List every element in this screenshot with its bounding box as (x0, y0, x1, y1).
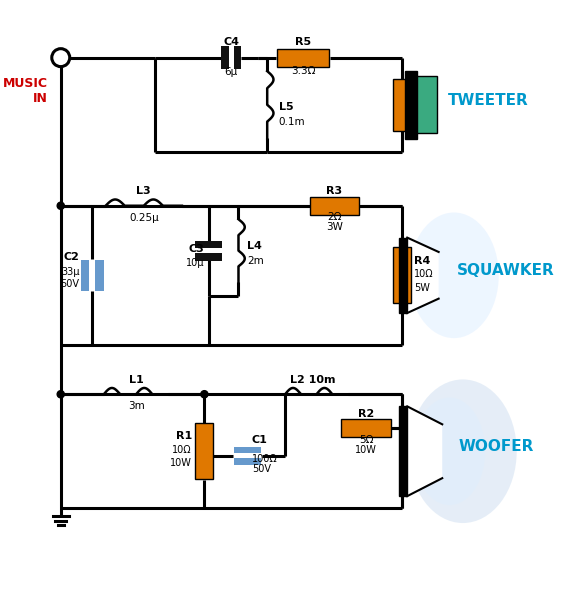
Bar (80, 260, 89, 290)
Text: C4: C4 (223, 37, 239, 47)
Text: C1: C1 (252, 434, 268, 445)
Circle shape (57, 391, 64, 398)
Text: L2 10m: L2 10m (289, 375, 335, 385)
Text: C3: C3 (189, 244, 205, 254)
Text: 10Ω: 10Ω (172, 445, 192, 455)
Text: L4: L4 (247, 241, 262, 251)
Text: 10W: 10W (170, 458, 192, 468)
Text: L5: L5 (279, 102, 293, 112)
Ellipse shape (409, 212, 499, 338)
Bar (234, 458, 261, 465)
Circle shape (52, 49, 70, 67)
Text: C2: C2 (64, 253, 80, 262)
Text: 3m: 3m (128, 401, 144, 411)
Bar (310, 197, 359, 215)
Ellipse shape (409, 379, 516, 523)
Text: R2: R2 (358, 409, 374, 419)
Circle shape (201, 391, 208, 398)
Text: R1: R1 (175, 431, 192, 441)
Text: 0.1m: 0.1m (279, 117, 306, 127)
Circle shape (57, 202, 64, 209)
Bar (417, 76, 437, 133)
Bar (196, 424, 214, 479)
Bar (95, 260, 104, 290)
Bar (196, 253, 223, 260)
Bar (234, 46, 241, 70)
Text: R5: R5 (295, 37, 311, 47)
Text: 6μ: 6μ (225, 67, 238, 77)
Text: TWEETER: TWEETER (447, 93, 528, 108)
Text: 5Ω: 5Ω (359, 435, 373, 445)
Text: MUSIC
IN: MUSIC IN (3, 77, 48, 106)
Polygon shape (407, 406, 442, 496)
Text: R6: R6 (414, 87, 431, 97)
Text: L1: L1 (129, 375, 143, 385)
Ellipse shape (414, 397, 486, 505)
Text: 100Ω: 100Ω (252, 454, 278, 464)
Text: WOOFER: WOOFER (459, 439, 534, 454)
Text: 50V: 50V (61, 279, 80, 289)
Text: R4: R4 (414, 256, 431, 266)
Text: 6Ω: 6Ω (414, 103, 429, 112)
Bar (196, 241, 223, 248)
Bar (393, 79, 411, 131)
Polygon shape (407, 238, 439, 313)
Text: L3: L3 (137, 187, 151, 196)
Text: 50V: 50V (252, 464, 271, 474)
Bar (405, 71, 417, 139)
Bar (399, 406, 407, 496)
Text: 0.25μ: 0.25μ (129, 214, 158, 223)
Bar (399, 238, 407, 313)
Bar (341, 419, 391, 437)
Text: 5W: 5W (414, 283, 430, 293)
Text: 10μ: 10μ (186, 258, 205, 268)
Text: 3W: 3W (326, 222, 343, 232)
Bar (393, 247, 411, 303)
Text: 2m: 2m (247, 256, 264, 266)
Text: SQUAWKER: SQUAWKER (456, 263, 554, 278)
Bar (221, 46, 229, 70)
Bar (277, 49, 329, 67)
Text: 3.3Ω: 3.3Ω (291, 66, 315, 76)
Text: R3: R3 (327, 187, 343, 196)
Text: 10W: 10W (355, 445, 377, 455)
Text: 10Ω: 10Ω (414, 269, 434, 280)
Bar (234, 447, 261, 453)
Text: 33μ: 33μ (61, 267, 80, 277)
Text: 2Ω: 2Ω (327, 212, 342, 223)
